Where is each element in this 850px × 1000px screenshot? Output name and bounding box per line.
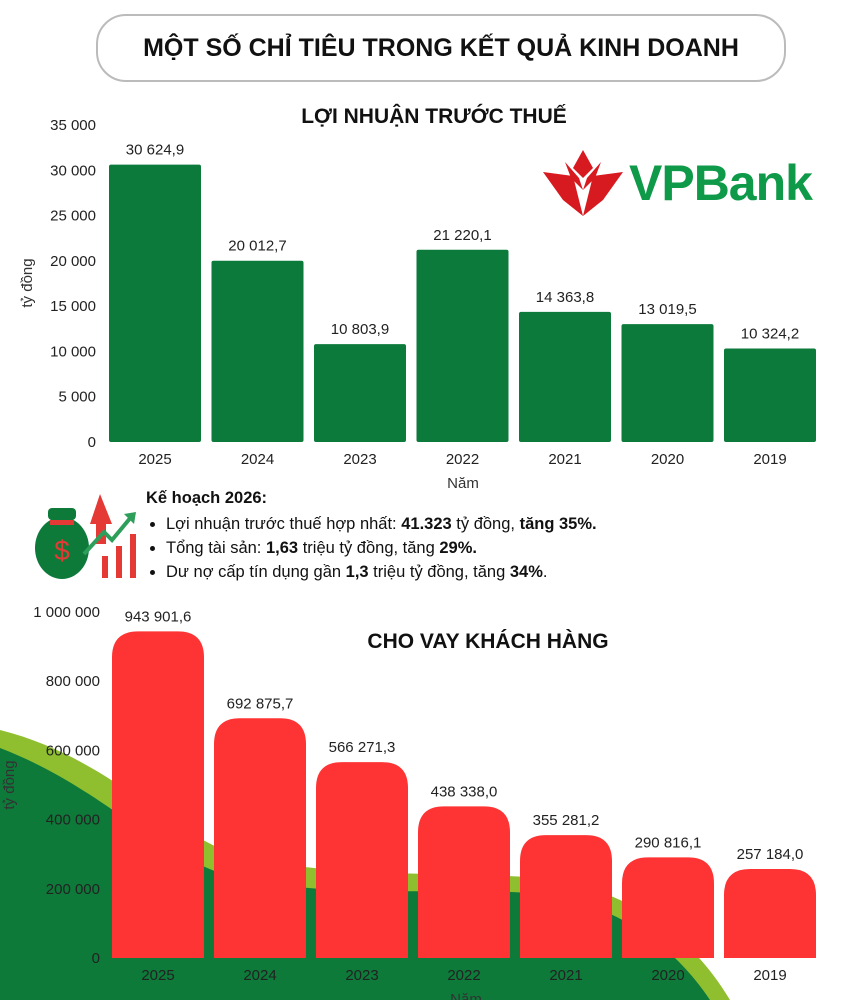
data-label: 355 281,2: [533, 812, 600, 829]
y-tick-label: 10 000: [50, 343, 96, 360]
y-tick-label: 25 000: [50, 208, 96, 225]
y-axis-title: tỷ đồng: [1, 760, 18, 809]
bar: [724, 869, 816, 958]
y-tick-label: 600 000: [46, 742, 100, 759]
bar: [109, 164, 201, 442]
y-tick-label: 800 000: [46, 673, 100, 690]
y-tick-label: 5 000: [58, 389, 96, 406]
data-label: 10 324,2: [741, 325, 799, 342]
x-tick-label: 2019: [753, 967, 786, 984]
x-tick-label: 2020: [651, 451, 684, 468]
data-label: 21 220,1: [433, 227, 491, 244]
data-label: 14 363,8: [536, 289, 594, 306]
chart-title: CHO VAY KHÁCH HÀNG: [367, 630, 608, 653]
x-tick-label: 2021: [548, 451, 581, 468]
bar: [316, 762, 408, 958]
bar: [211, 260, 304, 442]
x-tick-label: 2025: [138, 451, 171, 468]
plan-item: Dư nợ cấp tín dụng gần 1,3 triệu tỷ đồng…: [166, 560, 597, 584]
y-tick-label: 400 000: [46, 812, 100, 829]
y-tick-label: 0: [88, 434, 96, 451]
page-title: MỘT SỐ CHỈ TIÊU TRONG KẾT QUẢ KINH DOANH: [96, 14, 786, 82]
y-tick-label: 35 000: [50, 117, 96, 134]
y-tick-label: 15 000: [50, 298, 96, 315]
y-axis-title: tỷ đồng: [19, 258, 36, 307]
bar: [418, 806, 510, 958]
data-label: 290 816,1: [635, 834, 702, 851]
bar: [724, 348, 816, 442]
data-label: 13 019,5: [638, 301, 696, 318]
plan-item: Lợi nhuận trước thuế hợp nhất: 41.323 tỷ…: [166, 512, 597, 536]
y-tick-label: 0: [92, 950, 100, 967]
vpbank-logo-text: VPBank: [629, 155, 813, 211]
bar: [214, 718, 306, 958]
x-tick-label: 2022: [446, 451, 479, 468]
data-label: 566 271,3: [329, 739, 396, 756]
x-tick-label: 2023: [345, 967, 378, 984]
bar: [314, 344, 406, 442]
bar: [621, 324, 714, 442]
x-tick-label: 2022: [447, 967, 480, 984]
x-tick-label: 2024: [241, 451, 274, 468]
plan-item: Tổng tài sản: 1,63 triệu tỷ đồng, tăng 2…: [166, 536, 597, 560]
x-tick-label: 2025: [141, 967, 174, 984]
money-growth-icon: $: [35, 494, 136, 579]
x-tick-label: 2020: [651, 967, 684, 984]
vpbank-logo: VPBank: [543, 150, 813, 216]
y-tick-label: 1 000 000: [33, 604, 100, 621]
bar: [519, 311, 611, 442]
bar: [520, 835, 612, 958]
bar: [112, 631, 204, 958]
x-axis-title: Năm: [450, 991, 482, 1000]
x-tick-label: 2023: [343, 451, 376, 468]
page-title-text: MỘT SỐ CHỈ TIÊU TRONG KẾT QUẢ KINH DOANH: [143, 33, 739, 62]
x-tick-label: 2019: [753, 451, 786, 468]
x-tick-label: 2021: [549, 967, 582, 984]
y-tick-label: 30 000: [50, 162, 96, 179]
data-label: 20 012,7: [228, 238, 286, 255]
x-tick-label: 2024: [243, 967, 276, 984]
vpbank-logo-icon: [543, 150, 623, 216]
data-label: 943 901,6: [125, 608, 192, 625]
data-label: 10 803,9: [331, 321, 389, 338]
data-label: 30 624,9: [126, 142, 184, 159]
chart-title: LỢI NHUẬN TRƯỚC THUẾ: [301, 104, 567, 128]
y-tick-label: 20 000: [50, 253, 96, 270]
data-label: 438 338,0: [431, 783, 498, 800]
bar: [622, 857, 714, 958]
bar: [416, 249, 509, 442]
data-label: 257 184,0: [737, 846, 804, 863]
svg-text:$: $: [54, 535, 70, 566]
y-tick-label: 200 000: [46, 881, 100, 898]
x-axis-title: Năm: [447, 475, 479, 492]
plan-title: Kế hoạch 2026:: [146, 489, 268, 507]
plan-2026: Kế hoạch 2026: Lợi nhuận trước thuế hợp …: [146, 486, 597, 584]
data-label: 692 875,7: [227, 695, 294, 712]
